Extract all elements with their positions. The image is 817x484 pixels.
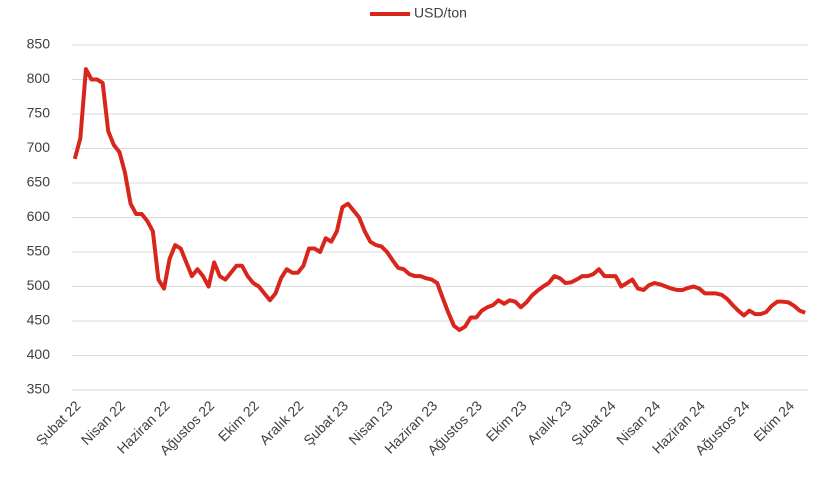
y-tick-label: 850 [27,36,51,52]
y-tick-label: 450 [27,312,51,328]
x-tick-label: Şubat 24 [568,397,619,448]
legend-label: USD/ton [414,5,467,21]
y-tick-label: 750 [27,105,51,121]
y-tick-label: 400 [27,346,51,362]
y-tick-label: 650 [27,174,51,190]
y-tick-label: 600 [27,208,51,224]
x-tick-label: Ekim 22 [215,397,262,444]
x-tick-label: Şubat 23 [300,397,351,448]
x-tick-label: Şubat 22 [33,397,84,448]
x-tick-label: Aralık 22 [256,397,307,448]
x-tick-label: Ekim 23 [483,397,530,444]
x-tick-label: Aralık 23 [524,397,575,448]
y-tick-label: 800 [27,70,51,86]
y-tick-label: 700 [27,139,51,155]
y-tick-label: 500 [27,277,51,293]
data-line [72,67,806,332]
y-tick-label: 350 [27,381,51,397]
y-tick-label: 550 [27,243,51,259]
x-tick-label: Ekim 24 [750,397,797,444]
